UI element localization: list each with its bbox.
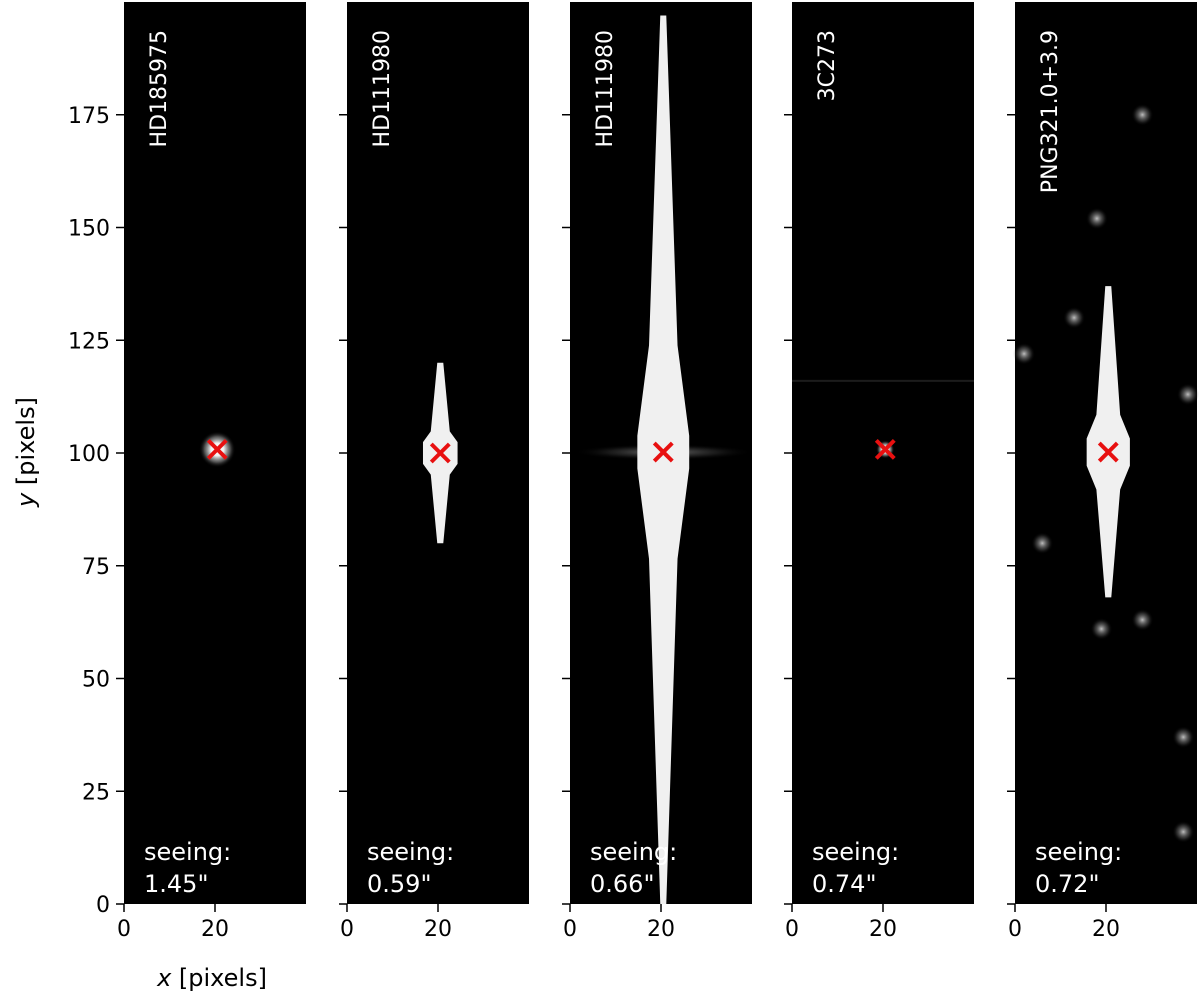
centroid-marker — [874, 438, 896, 460]
field-star — [1085, 207, 1108, 230]
y-tick-label: 175 — [68, 104, 110, 129]
centroid-marker-stroke — [429, 442, 451, 464]
y-tick-label: 50 — [82, 668, 110, 693]
target-name: HD111980 — [370, 30, 395, 147]
y-axis-label: y [pixels] — [12, 397, 40, 508]
centroid-marker — [206, 438, 228, 460]
x-tick-label: 20 — [201, 917, 229, 942]
field-star — [1172, 820, 1195, 843]
centroid-marker — [652, 441, 674, 463]
panels-layer: HD185975 seeing: 1.45" 0 20 0 25 50 75 100 125 150 1… — [68, 2, 1199, 942]
x-tick-label: 0 — [117, 917, 131, 942]
seeing-value: 0.72" — [1035, 870, 1099, 898]
x-tick-label: 20 — [424, 917, 452, 942]
panel-2: HD111980 seeing: 0.59" 0 20 — [339, 2, 529, 942]
seeing-label: seeing: — [144, 838, 231, 866]
field-star — [1172, 726, 1195, 749]
y-tick-label: 125 — [68, 329, 110, 354]
field-star — [1031, 532, 1054, 555]
seeing-label: seeing: — [812, 838, 899, 866]
detector-artifact-line — [792, 379, 974, 382]
centroid-marker — [429, 442, 451, 464]
y-tick-label: 150 — [68, 217, 110, 242]
x-tick-label: 0 — [563, 917, 577, 942]
x-tick-label: 20 — [869, 917, 897, 942]
field-star — [1090, 617, 1113, 640]
centroid-marker-stroke — [206, 438, 228, 460]
field-star — [1013, 342, 1036, 365]
centroid-marker-stroke — [652, 441, 674, 463]
centroid-marker-stroke — [1097, 441, 1119, 463]
field-star — [1176, 383, 1199, 406]
y-tick-label: 75 — [82, 555, 110, 580]
y-tick-label: 25 — [82, 780, 110, 805]
x-tick-label: 0 — [1008, 917, 1022, 942]
x-tick-label: 0 — [785, 917, 799, 942]
seeing-label: seeing: — [590, 838, 677, 866]
saturation-trail — [637, 15, 690, 904]
target-name: 3C273 — [815, 30, 840, 101]
panel-5: PNG321.0+3.9 seeing: 0.72" 0 20 — [1007, 2, 1199, 942]
field-star — [1063, 306, 1086, 329]
x-tick-label: 20 — [1092, 917, 1120, 942]
seeing-value: 1.45" — [144, 870, 208, 898]
field-star — [1131, 608, 1154, 631]
field-star — [1131, 103, 1154, 126]
seeing-label: seeing: — [1035, 838, 1122, 866]
panel-3: HD111980 seeing: 0.66" 0 20 — [562, 2, 754, 942]
centroid-marker — [1097, 441, 1119, 463]
seeing-value: 0.74" — [812, 870, 876, 898]
x-axis-label: x [pixels] — [156, 964, 267, 992]
target-name: HD185975 — [147, 30, 172, 147]
saturation-trail — [1086, 286, 1130, 598]
y-tick-label: 100 — [68, 442, 110, 467]
x-tick-label: 0 — [340, 917, 354, 942]
y-tick-label: 0 — [96, 893, 110, 918]
target-name: PNG321.0+3.9 — [1038, 30, 1063, 193]
centroid-marker-stroke — [874, 438, 896, 460]
seeing-label: seeing: — [367, 838, 454, 866]
x-tick-label: 20 — [647, 917, 675, 942]
panel-4: 3C273 seeing: 0.74" 0 20 — [784, 2, 974, 942]
seeing-value: 0.66" — [590, 870, 654, 898]
panel-1: HD185975 seeing: 1.45" 0 20 0 25 50 75 100 125 150 1… — [68, 2, 306, 942]
seeing-value: 0.59" — [367, 870, 431, 898]
target-name: HD111980 — [593, 30, 618, 147]
